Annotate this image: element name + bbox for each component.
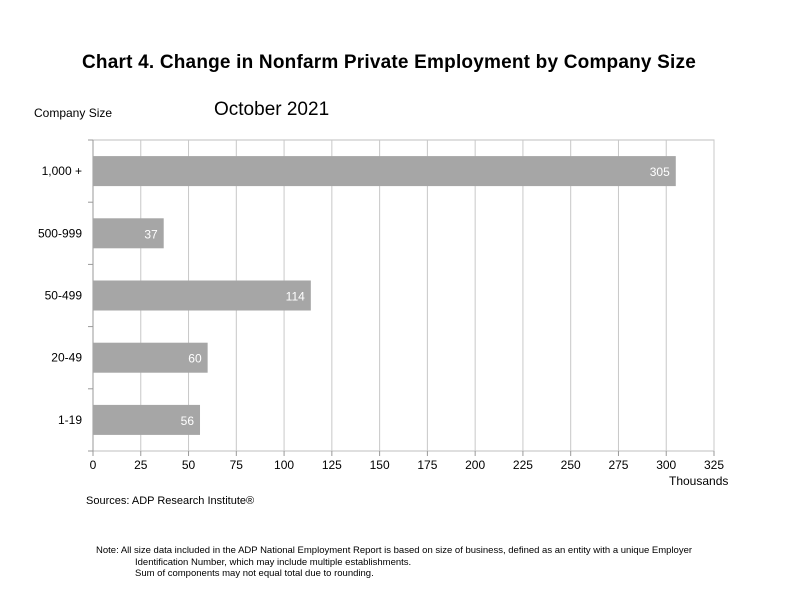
data-label: 60 bbox=[188, 352, 202, 366]
x-tick-label: 150 bbox=[370, 458, 390, 472]
bar bbox=[93, 404, 201, 435]
x-tick-label: 275 bbox=[608, 458, 628, 472]
footnote: Note: All size data included in the ADP … bbox=[96, 545, 692, 580]
chart-subtitle: October 2021 bbox=[214, 99, 330, 120]
x-tick-label: 125 bbox=[322, 458, 342, 472]
data-label: 114 bbox=[286, 290, 305, 304]
x-tick-label: 225 bbox=[513, 458, 533, 472]
data-label: 56 bbox=[181, 414, 195, 428]
x-tick-label: 75 bbox=[230, 458, 244, 472]
y-category-label: 20-49 bbox=[51, 351, 82, 365]
bar bbox=[93, 280, 311, 311]
data-label: 305 bbox=[650, 165, 670, 179]
y-category-label: 500-999 bbox=[38, 226, 82, 240]
y-category-label: 50-499 bbox=[45, 289, 83, 303]
x-tick-label: 200 bbox=[465, 458, 485, 472]
x-tick-label: 300 bbox=[656, 458, 676, 472]
footnote-line-1: Note: All size data included in the ADP … bbox=[96, 545, 693, 556]
y-category-label: 1,000 + bbox=[42, 164, 82, 178]
y-category-label: 1-19 bbox=[58, 413, 82, 427]
x-tick-label: 250 bbox=[561, 458, 581, 472]
bar bbox=[93, 156, 676, 187]
x-axis-label: Thousands bbox=[669, 474, 729, 488]
footnote-line-2: Identification Number, which may include… bbox=[135, 556, 412, 568]
source-note: Sources: ADP Research Institute® bbox=[86, 495, 255, 507]
bar bbox=[93, 218, 164, 249]
y-axis-label: Company Size bbox=[34, 106, 113, 120]
x-tick-label: 175 bbox=[417, 458, 437, 472]
footnote-line-3: Sum of components may not equal total du… bbox=[135, 568, 374, 579]
x-tick-label: 325 bbox=[704, 458, 724, 472]
x-tick-label: 100 bbox=[274, 458, 294, 472]
x-tick-label: 50 bbox=[182, 458, 196, 472]
chart-title: Chart 4. Change in Nonfarm Private Emplo… bbox=[82, 52, 696, 73]
x-tick-label: 25 bbox=[134, 458, 148, 472]
data-label: 37 bbox=[144, 227, 158, 241]
bar bbox=[93, 342, 208, 373]
x-tick-label: 0 bbox=[90, 458, 97, 472]
